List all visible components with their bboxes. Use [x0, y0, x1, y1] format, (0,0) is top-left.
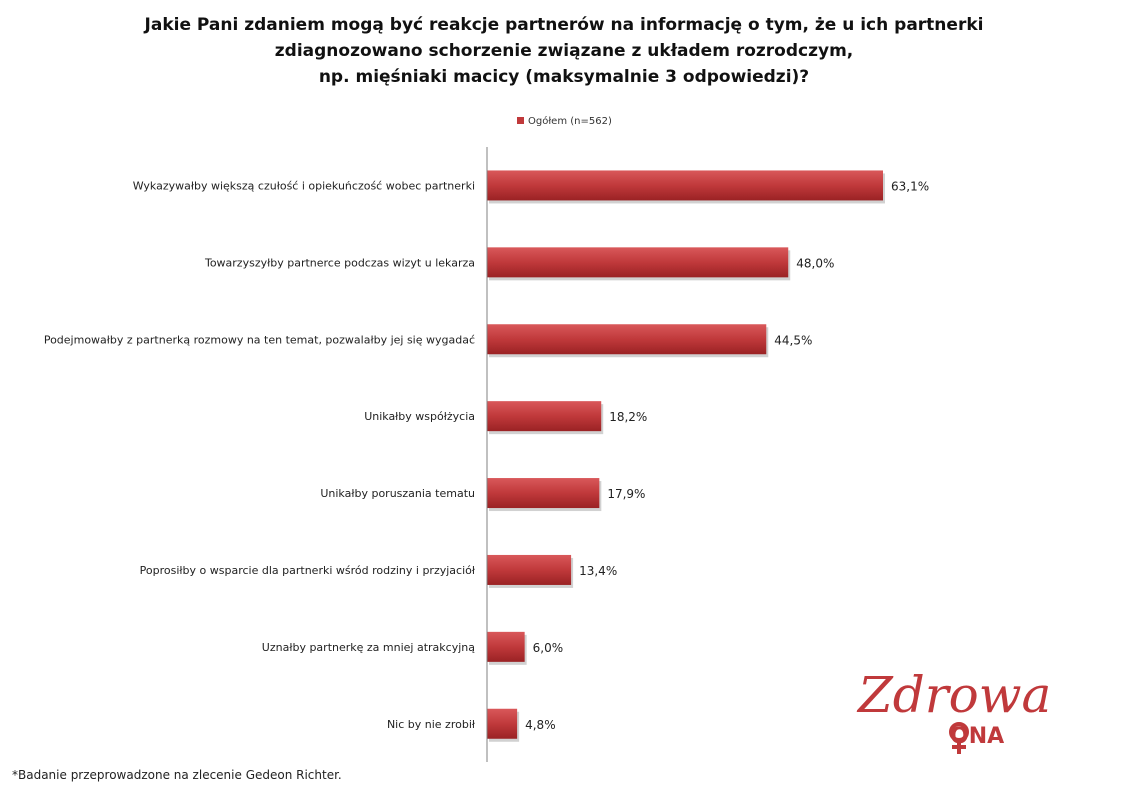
value-label-3: 44,5%: [774, 333, 812, 347]
value-label-6: 13,4%: [579, 564, 617, 578]
bar-8: [487, 708, 518, 739]
category-label-5: Unikałby poruszania tematu: [320, 487, 475, 500]
category-label-4: Unikałby współżycia: [364, 410, 475, 423]
category-label-2: Towarzyszyłby partnerce podczas wizyt u …: [204, 256, 475, 269]
logo-text-ona: ONA: [950, 724, 1004, 749]
chart-title-line-1: Jakie Pani zdaniem mogą być reakcje part…: [144, 15, 984, 35]
category-label-8: Nic by nie zrobił: [387, 718, 476, 731]
legend-label: Ogółem (n=562): [528, 115, 612, 127]
chart-title-line-2: zdiagnozowano schorzenie związane z ukła…: [274, 41, 854, 61]
value-label-2: 48,0%: [796, 256, 834, 270]
legend: Ogółem (n=562): [517, 115, 612, 127]
category-label-3: Podejmowałby z partnerką rozmowy na ten …: [44, 333, 475, 346]
chart-title: Jakie Pani zdaniem mogą być reakcje part…: [40, 12, 1088, 90]
chart-title-line-3: np. mięśniaki macicy (maksymalnie 3 odpo…: [318, 67, 810, 87]
zdrowa-ona-logo: Zdrowa ONA: [856, 666, 1050, 754]
bar-5: [487, 478, 600, 509]
legend-swatch: [517, 117, 524, 124]
female-symbol-icon: [949, 722, 969, 754]
value-label-7: 6,0%: [533, 641, 564, 655]
bar-2: [487, 247, 789, 278]
value-label-8: 4,8%: [525, 718, 556, 732]
value-label-1: 63,1%: [891, 179, 929, 193]
bar-6: [487, 554, 572, 585]
bar-4: [487, 401, 602, 432]
category-label-6: Poprosiłby o wsparcie dla partnerki wśró…: [140, 564, 476, 577]
category-label-7: Uznałby partnerkę za mniej atrakcyjną: [262, 641, 475, 654]
category-label-1: Wykazywałby większą czułość i opiekuńczo…: [133, 179, 475, 192]
footnote: *Badanie przeprowadzone na zlecenie Gede…: [12, 768, 342, 782]
bars-layer: Wykazywałby większą czułość i opiekuńczo…: [44, 170, 929, 742]
value-label-4: 18,2%: [609, 410, 647, 424]
bar-3: [487, 324, 767, 355]
bar-1: [487, 170, 883, 201]
value-label-5: 17,9%: [607, 487, 645, 501]
logo-text-zdrowa: Zdrowa: [856, 666, 1050, 724]
bar-7: [487, 631, 525, 662]
